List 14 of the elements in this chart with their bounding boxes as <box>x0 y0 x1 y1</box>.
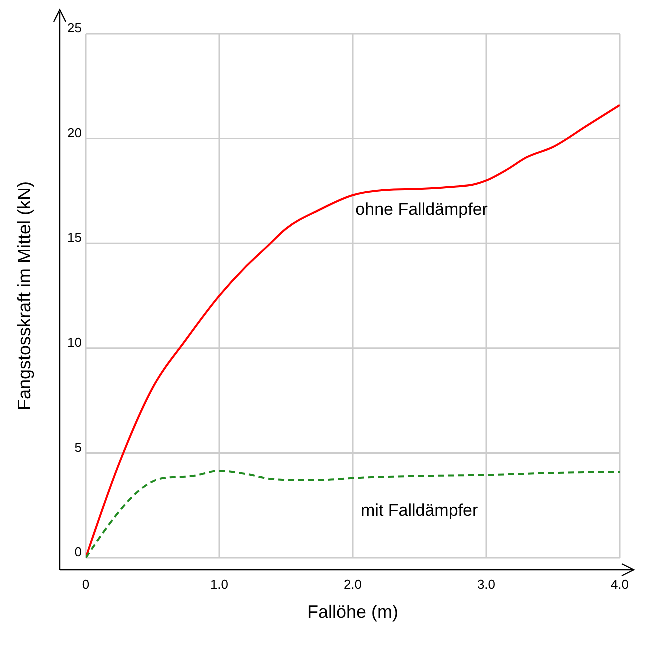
x-axis-title: Fallöhe (m) <box>307 602 399 622</box>
y-axis-title: Fangstosskraft im Mittel (kN) <box>14 181 34 411</box>
y-tick-label: 25 <box>68 20 82 36</box>
y-tick-label: 0 <box>74 544 82 560</box>
x-tick-label: 4.0 <box>610 577 630 592</box>
x-tick-label: 2.0 <box>344 577 362 592</box>
y-tick-label: 15 <box>68 230 82 246</box>
y-tick-label: 10 <box>68 335 82 350</box>
x-tick-label: 1.0 <box>210 577 229 592</box>
y-tick-label: 20 <box>68 125 82 140</box>
x-tick-label: 3.0 <box>477 577 496 592</box>
annotation: ohne Falldämpfer <box>356 200 488 219</box>
annotation: mit Falldämpfer <box>361 501 478 520</box>
y-tick-label: 5 <box>74 440 82 455</box>
